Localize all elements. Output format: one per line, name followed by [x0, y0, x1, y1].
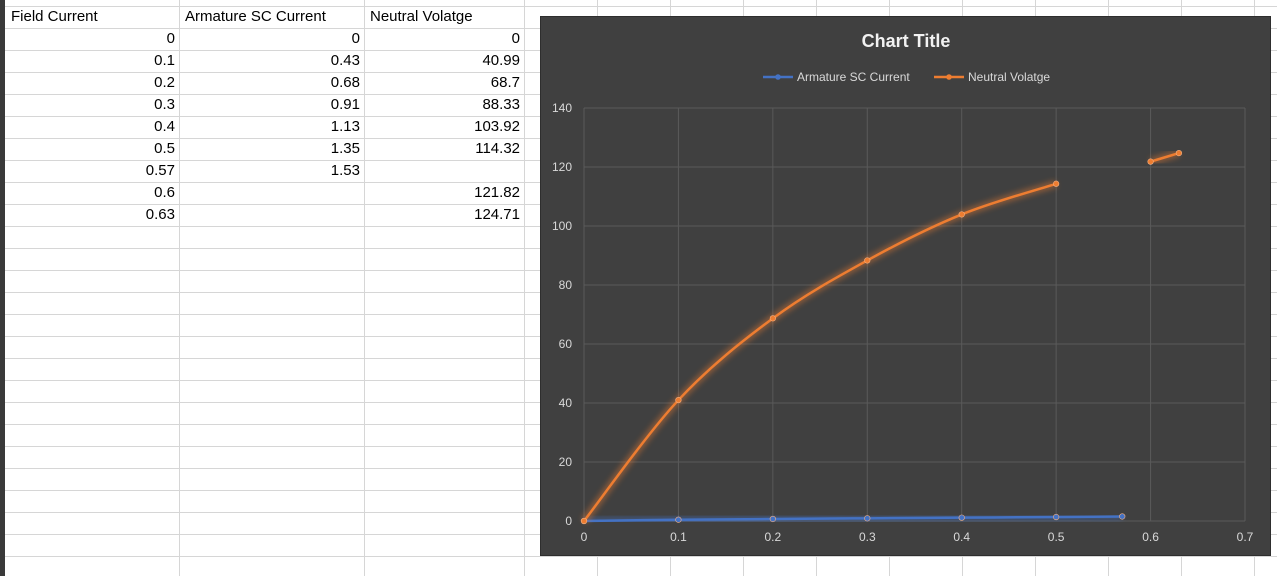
chart-legend[interactable]: Armature SC Current Neutral Volatge [763, 70, 1050, 84]
chart-title[interactable]: Chart Title [862, 31, 951, 51]
y-axis-labels: 0 20 40 60 80 100 120 140 [552, 101, 572, 528]
series-glow [581, 180, 1058, 524]
header-field-current[interactable]: Field Current [11, 8, 98, 25]
data-point [1175, 150, 1183, 157]
data-point [580, 517, 588, 525]
cell-field-current[interactable]: 0.3 [154, 96, 175, 113]
row-divider [5, 556, 1277, 557]
legend-label: Neutral Volatge [968, 70, 1050, 84]
cell-field-current[interactable]: 0.2 [154, 74, 175, 91]
cell-armature-sc-current[interactable]: 0.43 [330, 52, 360, 69]
y-tick-label: 20 [559, 455, 573, 469]
cell-armature-sc-current[interactable]: 1.13 [330, 118, 360, 135]
x-tick-label: 0.3 [859, 530, 876, 544]
data-point [1053, 513, 1060, 521]
cell-field-current[interactable]: 0.1 [154, 52, 175, 69]
cell-field-current[interactable]: 0.5 [154, 140, 175, 157]
cell-armature-sc-current[interactable]: 1.53 [330, 162, 360, 179]
column-divider [364, 0, 365, 576]
x-tick-label: 0 [581, 530, 588, 544]
cell-neutral-voltage[interactable]: 103.92 [474, 118, 520, 135]
legend-marker [775, 74, 781, 80]
x-tick-label: 0.1 [670, 530, 687, 544]
data-point [769, 315, 776, 322]
cell-field-current[interactable]: 0.63 [145, 206, 175, 223]
cell-armature-sc-current[interactable]: 0.68 [330, 74, 360, 91]
legend-marker [946, 74, 952, 80]
data-point [958, 514, 965, 521]
data-point [1119, 513, 1126, 520]
row-header-edge [0, 0, 5, 576]
data-point [675, 396, 682, 404]
cell-armature-sc-current[interactable]: 0.91 [330, 96, 360, 113]
cell-armature-sc-current[interactable]: 1.35 [330, 140, 360, 157]
x-tick-label: 0.6 [1142, 530, 1159, 544]
cell-neutral-voltage[interactable]: 121.82 [474, 184, 520, 201]
line-chart[interactable]: Chart Title Armature SC Current Neutral V… [540, 16, 1271, 556]
header-neutral-voltage[interactable]: Neutral Volatge [370, 8, 473, 25]
chart-gridlines [583, 107, 1246, 522]
x-axis-labels: 0 0.1 0.2 0.3 0.4 0.5 0.6 0.7 [581, 530, 1254, 544]
y-tick-label: 140 [552, 101, 572, 115]
data-point [958, 211, 965, 218]
header-armature-sc-current[interactable]: Armature SC Current [185, 8, 326, 25]
y-tick-label: 120 [552, 160, 572, 174]
cell-armature-sc-current[interactable] [179, 182, 364, 204]
column-divider [524, 0, 525, 576]
cell-neutral-voltage[interactable] [364, 160, 524, 182]
data-point [675, 516, 682, 523]
cell-field-current[interactable]: 0.6 [154, 184, 175, 201]
data-point [1053, 180, 1060, 187]
y-tick-label: 0 [565, 514, 572, 528]
data-point [1147, 158, 1154, 165]
cell-neutral-voltage[interactable]: 114.32 [475, 140, 520, 157]
chart-series [580, 149, 1183, 525]
x-tick-label: 0.2 [765, 530, 782, 544]
series-line [582, 182, 1058, 523]
cell-neutral-voltage[interactable]: 0 [511, 30, 520, 47]
cell-field-current[interactable]: 0.57 [145, 162, 175, 179]
legend-label: Armature SC Current [797, 70, 910, 84]
x-tick-label: 0.5 [1048, 530, 1065, 544]
column-divider [179, 0, 180, 576]
cell-neutral-voltage[interactable]: 40.99 [482, 52, 520, 69]
cell-field-current[interactable]: 0.4 [154, 118, 175, 135]
chart-canvas: Chart Title Armature SC Current Neutral V… [552, 31, 1254, 544]
data-point [769, 515, 776, 523]
row-divider [5, 6, 1277, 7]
y-tick-label: 60 [559, 337, 573, 351]
cell-neutral-voltage[interactable]: 124.71 [474, 206, 520, 223]
data-point [864, 257, 871, 264]
cell-neutral-voltage[interactable]: 88.33 [482, 96, 520, 113]
cell-neutral-voltage[interactable]: 68.7 [490, 74, 520, 91]
y-tick-label: 80 [559, 278, 573, 292]
y-tick-label: 100 [552, 219, 572, 233]
x-tick-label: 0.7 [1237, 530, 1254, 544]
cell-field-current[interactable]: 0 [166, 30, 175, 47]
cell-armature-sc-current[interactable] [179, 204, 364, 226]
data-point [864, 515, 871, 522]
cell-armature-sc-current[interactable]: 0 [351, 30, 360, 47]
x-tick-label: 0.4 [953, 530, 970, 544]
y-tick-label: 40 [559, 396, 573, 410]
